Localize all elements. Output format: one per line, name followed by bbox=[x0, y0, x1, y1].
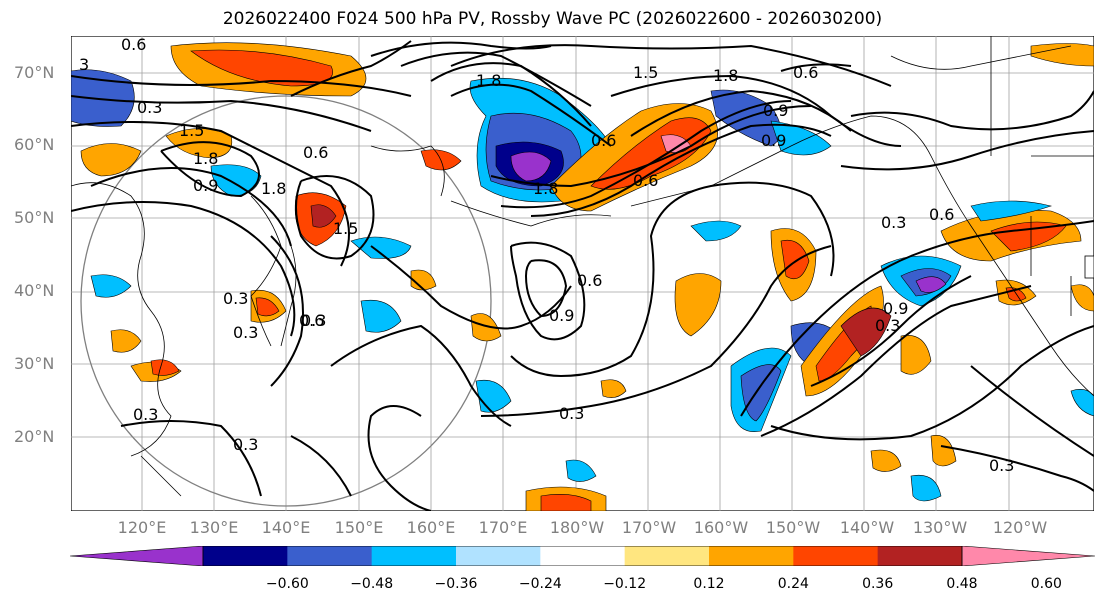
lon-label: 180°W bbox=[549, 518, 605, 537]
lon-label: 170°E bbox=[478, 518, 528, 537]
lat-label: 60°N bbox=[14, 135, 55, 154]
contour-label: 0.3 bbox=[989, 456, 1014, 475]
contour-label: 0.6 bbox=[929, 205, 954, 224]
colorbar-segment bbox=[877, 546, 963, 566]
colorbar-tick-label: 0.48 bbox=[946, 576, 978, 592]
contour-label: 0.9 bbox=[549, 306, 574, 325]
lon-label: 160°W bbox=[693, 518, 749, 537]
lon-label: 130°W bbox=[912, 518, 968, 537]
lon-label: 140°W bbox=[839, 518, 895, 537]
colorbar-tick-label: 0.24 bbox=[777, 576, 809, 592]
lat-label: 40°N bbox=[14, 281, 55, 300]
lon-label: 150°E bbox=[334, 518, 384, 537]
colorbar-segment bbox=[371, 546, 457, 566]
colorbar bbox=[70, 546, 1095, 566]
lat-label: 20°N bbox=[14, 427, 55, 446]
colorbar-segment bbox=[709, 546, 794, 566]
colorbar-tick-label: 0.36 bbox=[862, 576, 894, 592]
contour-label: 0.6 bbox=[591, 131, 616, 150]
contour-label: 0.3 bbox=[223, 289, 248, 308]
contours bbox=[71, 40, 1094, 511]
colorbar-tick-label: −0.60 bbox=[265, 576, 309, 592]
map-title: 2026022400 F024 500 hPa PV, Rossby Wave … bbox=[222, 9, 883, 29]
colorbar-tick-label: −0.48 bbox=[350, 576, 394, 592]
contour-label: 0.6 bbox=[303, 143, 328, 162]
contour-label: 1.8 bbox=[533, 179, 558, 198]
contour-label: 0.6 bbox=[633, 171, 658, 190]
lat-label: 70°N bbox=[14, 63, 55, 82]
lon-label: 120°E bbox=[117, 518, 167, 537]
colorbar-tick-label: 0.60 bbox=[1030, 576, 1062, 592]
contour-label: 0.6 bbox=[299, 311, 324, 330]
coastlines bbox=[71, 36, 1094, 497]
colorbar-segment bbox=[540, 546, 626, 566]
lat-label: 30°N bbox=[14, 354, 55, 373]
colorbar-outline bbox=[202, 546, 963, 566]
contour-label: 0.6 bbox=[793, 63, 818, 82]
contour-label: 1.5 bbox=[179, 121, 204, 140]
reference-circle bbox=[80, 95, 492, 507]
graticule bbox=[71, 36, 1094, 511]
contour-label: 0.3 bbox=[875, 316, 900, 335]
contour-label: 1.8 bbox=[193, 149, 218, 168]
colorbar-segment bbox=[624, 546, 710, 566]
colorbar-extend-low bbox=[70, 546, 204, 566]
contour-label: 0.9 bbox=[763, 101, 788, 120]
contour-label: 0.3 bbox=[133, 405, 158, 424]
colorbar-extend-high bbox=[961, 546, 1095, 566]
colorbar-tick-label: −0.12 bbox=[603, 576, 647, 592]
colorbar-segment bbox=[793, 546, 879, 566]
contour-label: 1.8 bbox=[476, 71, 501, 90]
lon-label: 150°W bbox=[765, 518, 821, 537]
colorbar-tick-label: −0.24 bbox=[518, 576, 562, 592]
contour-label: 0.9 bbox=[883, 299, 908, 318]
contour-label: 1.8 bbox=[261, 179, 286, 198]
map-panel: 0.6 3 0.3 1.5 1.8 0.6 0.9 1.8 1.5 0.3 0.… bbox=[71, 36, 1094, 511]
contour-label: 1.5 bbox=[633, 63, 658, 82]
contour-label: 0.3 bbox=[881, 213, 906, 232]
colorbar-segment bbox=[456, 546, 541, 566]
colorbar-segment bbox=[203, 546, 288, 566]
contour-label: 0.9 bbox=[761, 131, 786, 150]
lon-label: 120°W bbox=[992, 518, 1048, 537]
colorbar-segment bbox=[287, 546, 373, 566]
contour-label: 3 bbox=[79, 55, 89, 74]
pv-shading bbox=[71, 42, 1094, 511]
colorbar-tick-label: −0.36 bbox=[434, 576, 478, 592]
lon-label: 130°E bbox=[189, 518, 239, 537]
contour-label: 0.6 bbox=[121, 36, 146, 54]
contour-label: 0.3 bbox=[233, 435, 258, 454]
contour-label: 0.3 bbox=[137, 98, 162, 117]
contour-label: 0.3 bbox=[301, 311, 326, 330]
contour-label: 1.5 bbox=[333, 219, 358, 238]
contour-label: 0.3 bbox=[559, 404, 584, 423]
lon-label: 140°E bbox=[261, 518, 311, 537]
contour-label: 1.8 bbox=[713, 66, 738, 85]
contour-label: 0.6 bbox=[577, 271, 602, 290]
colorbar-tick-label: 0.12 bbox=[693, 576, 725, 592]
contour-label: 0.9 bbox=[193, 176, 218, 195]
lat-label: 50°N bbox=[14, 208, 55, 227]
lon-label: 170°W bbox=[621, 518, 677, 537]
contour-label: 0.3 bbox=[233, 323, 258, 342]
lon-label: 160°E bbox=[406, 518, 456, 537]
contour-labels: 0.6 3 0.3 1.5 1.8 0.6 0.9 1.8 1.5 0.3 0.… bbox=[79, 36, 1014, 475]
